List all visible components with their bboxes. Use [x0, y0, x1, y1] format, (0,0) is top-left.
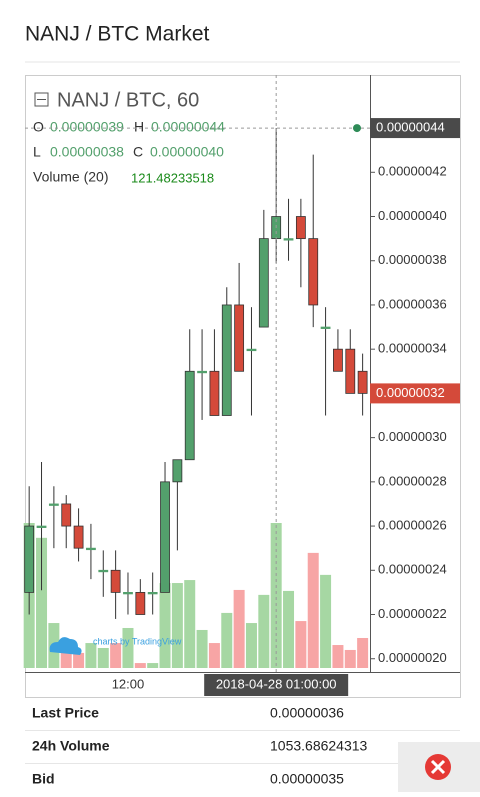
- candle-body: [295, 216, 306, 240]
- crosshair-dot: [353, 124, 361, 133]
- collapse-icon[interactable]: [34, 92, 49, 107]
- volume-bar: [283, 590, 295, 668]
- candle-body: [61, 503, 72, 527]
- x-tick-label: 12:00: [112, 676, 145, 691]
- volume-bar: [85, 643, 97, 668]
- legend-label: C: [133, 144, 143, 160]
- volume-bar: [357, 637, 369, 668]
- candle-body: [184, 370, 195, 461]
- volume-bar: [196, 629, 208, 668]
- volume-bar: [73, 652, 85, 668]
- y-tick-label: 0.00000026: [378, 518, 447, 533]
- volume-bar: [307, 552, 319, 668]
- volume-bar: [36, 537, 48, 668]
- candle-body: [234, 304, 245, 372]
- volume-bar: [147, 663, 159, 668]
- volume-bar: [295, 621, 307, 668]
- volume-bar: [60, 652, 72, 668]
- volume-bar: [245, 623, 257, 668]
- crosshair-price-box: [370, 118, 460, 139]
- volume-bar: [233, 589, 245, 668]
- volume-bar: [97, 647, 109, 668]
- chart-title: NANJ / BTC, 60: [57, 89, 199, 111]
- candle-body: [308, 238, 319, 306]
- crosshair-price: 0.00000044: [376, 120, 445, 135]
- info-table: Last Price 0.00000036 24h Volume 1053.68624…: [25, 705, 460, 787]
- candle-body: [357, 370, 368, 394]
- candle-body: [320, 326, 331, 329]
- legend-value: 121.48233518: [131, 170, 214, 185]
- y-tick-label: 0.00000024: [378, 562, 447, 577]
- volume-bar: [221, 612, 233, 668]
- candle-body: [24, 525, 35, 593]
- row-label: Last Price: [32, 705, 99, 721]
- y-tick-label: 0.00000030: [378, 429, 447, 444]
- y-tick-label: 0.00000038: [378, 252, 447, 267]
- candle-body: [110, 569, 121, 593]
- close-icon: [430, 759, 446, 775]
- y-tick-label: 0.00000020: [378, 650, 447, 665]
- volume-bar: [332, 645, 344, 668]
- legend-label: H: [134, 119, 144, 135]
- last-price-box: [370, 383, 460, 404]
- legend-label: O: [33, 119, 44, 135]
- candle-body: [345, 348, 356, 394]
- candle-body: [160, 481, 170, 593]
- volume-bar: [184, 580, 196, 668]
- y-tick-label: 0.00000022: [378, 606, 447, 621]
- last-price-label: 0.00000032: [376, 385, 445, 400]
- candle-body: [123, 592, 133, 595]
- candle-body: [172, 459, 183, 483]
- y-tick-label: 0.00000036: [378, 296, 447, 311]
- volume-bar: [344, 649, 356, 668]
- candle-body: [98, 569, 109, 573]
- candle-body: [246, 348, 257, 352]
- y-tick-label: 0.00000028: [378, 473, 447, 488]
- row-value: 0.00000036: [270, 705, 344, 721]
- volume-bar: [134, 663, 146, 668]
- watermark[interactable]: charts by TradingView: [93, 636, 182, 646]
- volume-bar: [171, 583, 183, 668]
- volume-bar: [208, 643, 220, 668]
- candle-body: [73, 525, 84, 549]
- candle-body: [147, 592, 158, 595]
- row-label: Bid: [32, 771, 55, 787]
- candle-body: [48, 503, 59, 506]
- volume-bar: [110, 643, 122, 668]
- candle-body: [221, 304, 232, 416]
- y-tick-label: 0.00000040: [378, 208, 447, 223]
- candle-body: [283, 238, 294, 241]
- volume-bar: [320, 574, 332, 668]
- candle-body: [197, 370, 207, 374]
- candle-body: [135, 592, 146, 615]
- row-value: 1053.68624313: [270, 738, 368, 754]
- crosshair-time: 2018-04-28 01:00:00: [216, 676, 337, 691]
- legend-label: Volume (20): [33, 169, 108, 185]
- legend-value: 0.00000039: [50, 119, 124, 135]
- legend-value: 0.00000040: [150, 144, 224, 160]
- candle-body: [333, 348, 343, 372]
- legend-value: 0.00000044: [151, 119, 225, 135]
- legend-label: L: [33, 144, 41, 160]
- candle-body: [258, 238, 269, 328]
- candle-body: [86, 547, 96, 551]
- row-value: 0.00000035: [270, 771, 344, 787]
- legend-value: 0.00000038: [50, 144, 124, 160]
- watermark-icon: [49, 637, 82, 655]
- candle-body: [209, 370, 220, 416]
- y-tick-label: 0.00000034: [378, 341, 447, 356]
- volume-bar: [258, 594, 270, 668]
- volume-bar: [159, 583, 171, 668]
- y-tick-label: 0.00000042: [378, 164, 447, 179]
- crosshair-time-box: [204, 674, 349, 696]
- row-label: 24h Volume: [32, 738, 110, 754]
- page-title: NANJ / BTC Market: [25, 23, 210, 46]
- candle-body: [36, 525, 47, 528]
- volume-bar: [122, 627, 134, 668]
- volume-bar: [270, 523, 282, 668]
